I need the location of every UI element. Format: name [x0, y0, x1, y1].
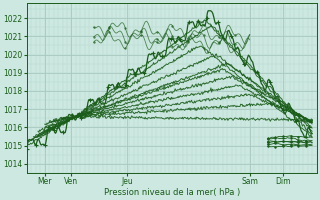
- X-axis label: Pression niveau de la mer( hPa ): Pression niveau de la mer( hPa ): [104, 188, 240, 197]
